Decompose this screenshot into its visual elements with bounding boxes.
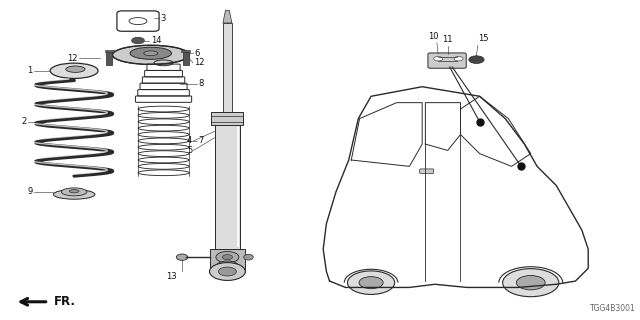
Circle shape [216, 252, 239, 263]
Text: TGG4B3001: TGG4B3001 [590, 304, 636, 313]
Polygon shape [223, 10, 232, 23]
Circle shape [132, 37, 145, 44]
Circle shape [468, 56, 484, 63]
Bar [105, 50, 114, 52]
Circle shape [454, 56, 463, 61]
Ellipse shape [144, 51, 158, 56]
Bar [209, 249, 245, 271]
Text: 4: 4 [187, 136, 192, 145]
Text: 1: 1 [28, 66, 33, 75]
Text: 10: 10 [428, 32, 438, 41]
Text: 8: 8 [198, 79, 204, 88]
Circle shape [516, 276, 545, 290]
Text: 3: 3 [161, 14, 166, 23]
Bar [223, 23, 232, 112]
Text: 15: 15 [477, 34, 488, 43]
Text: 6: 6 [194, 49, 200, 58]
Bar [181, 50, 190, 52]
Text: 13: 13 [166, 271, 177, 281]
Text: 9: 9 [28, 188, 33, 196]
Text: 7: 7 [198, 136, 204, 145]
Text: 11: 11 [442, 35, 453, 44]
Text: FR.: FR. [54, 295, 76, 308]
Bar [106, 52, 113, 65]
Text: 5: 5 [187, 146, 192, 155]
Text: 12: 12 [67, 53, 77, 62]
Circle shape [434, 56, 443, 61]
Circle shape [348, 271, 395, 294]
Bar [214, 125, 240, 249]
Ellipse shape [61, 188, 87, 196]
Circle shape [216, 261, 239, 272]
Ellipse shape [176, 254, 188, 260]
Ellipse shape [69, 190, 79, 193]
Circle shape [222, 264, 232, 269]
FancyBboxPatch shape [428, 53, 467, 68]
Ellipse shape [53, 190, 95, 199]
Ellipse shape [244, 254, 253, 260]
Ellipse shape [113, 45, 189, 64]
Text: 2: 2 [21, 117, 26, 126]
Text: 14: 14 [151, 36, 161, 45]
Ellipse shape [130, 47, 172, 59]
Circle shape [222, 255, 232, 260]
Ellipse shape [66, 66, 85, 72]
FancyBboxPatch shape [420, 169, 434, 173]
Circle shape [359, 277, 383, 289]
Circle shape [218, 267, 236, 276]
Bar [211, 112, 243, 125]
Circle shape [209, 263, 245, 280]
Ellipse shape [50, 63, 98, 78]
Bar [182, 52, 189, 65]
Circle shape [502, 269, 559, 297]
Text: 12: 12 [194, 58, 205, 67]
